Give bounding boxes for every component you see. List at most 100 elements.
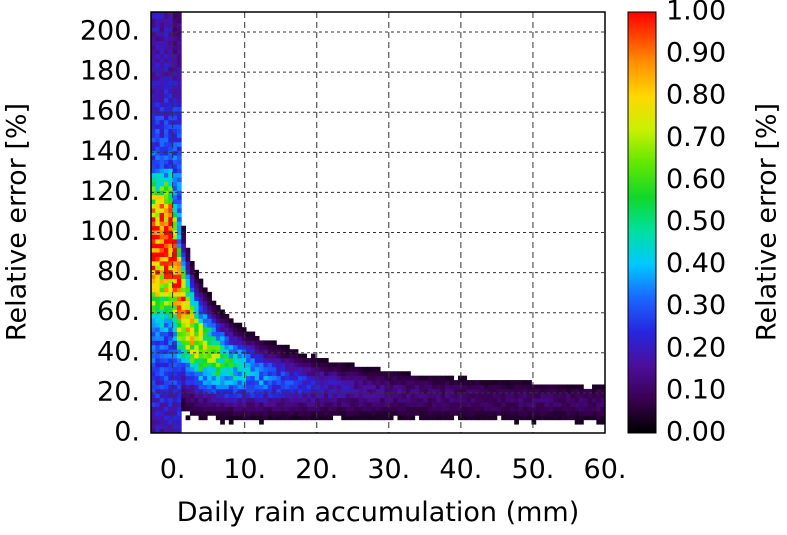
heat-cell <box>492 384 498 390</box>
heat-cell <box>293 353 299 359</box>
heat-cell <box>163 327 169 332</box>
heat-cell <box>540 410 545 416</box>
heat-cell <box>163 190 169 196</box>
heat-cell <box>522 393 528 399</box>
heat-cell <box>159 221 165 227</box>
heat-cell <box>185 287 191 293</box>
heat-cell <box>302 358 308 363</box>
heat-cell <box>579 388 584 394</box>
heat-cell <box>151 252 156 257</box>
heat-cell <box>211 318 217 324</box>
heat-cell <box>548 384 554 390</box>
heat-cell <box>168 75 174 81</box>
heat-cell <box>310 388 316 394</box>
heat-cell <box>163 194 169 200</box>
heat-cell <box>259 393 264 399</box>
heat-cell <box>509 388 515 394</box>
heat-cell <box>189 366 195 372</box>
heat-cell <box>163 155 169 160</box>
heat-cell <box>155 163 161 169</box>
heat-cell <box>302 384 308 390</box>
heat-cell <box>172 283 178 288</box>
heat-cell <box>151 380 156 385</box>
heat-cell <box>163 313 169 319</box>
heat-cell <box>163 177 169 182</box>
heat-cell <box>527 406 532 412</box>
heat-cell <box>362 393 368 399</box>
heat-cell <box>388 410 394 416</box>
heat-cell <box>298 375 303 381</box>
heat-cell <box>215 340 221 346</box>
heat-cell <box>293 388 299 394</box>
heat-cell <box>410 397 416 403</box>
heat-cell <box>276 371 282 377</box>
heat-cell <box>241 353 247 359</box>
heat-cell <box>189 318 195 324</box>
heat-cell <box>246 393 251 399</box>
heat-cell <box>220 322 225 328</box>
heat-cell <box>151 49 156 55</box>
heat-cell <box>246 406 251 412</box>
heat-cell <box>176 234 182 240</box>
heat-cell <box>155 128 161 134</box>
heat-cell <box>233 335 238 341</box>
heat-cell <box>172 12 178 15</box>
heat-cell <box>596 402 602 407</box>
heat-cell <box>198 296 204 302</box>
heat-cell <box>163 203 169 209</box>
heat-cell <box>172 58 178 63</box>
heat-cell <box>548 388 554 394</box>
heat-cell <box>310 375 316 381</box>
heat-cell <box>600 393 605 399</box>
heat-cell <box>198 309 204 315</box>
heat-cell <box>492 397 498 403</box>
heat-cell <box>189 309 195 315</box>
heat-cell <box>509 410 515 416</box>
heat-cell <box>168 353 174 359</box>
heat-cell <box>194 366 199 372</box>
heat-cell <box>341 406 346 412</box>
heat-cell <box>470 380 476 385</box>
heat-cell <box>159 44 165 50</box>
heat-cell <box>393 371 398 377</box>
heat-cell <box>285 393 290 399</box>
heat-cell <box>276 397 282 403</box>
heat-cell <box>176 199 182 205</box>
heat-cell <box>151 177 156 182</box>
heat-cell <box>207 340 212 346</box>
heat-cell <box>492 388 498 394</box>
heat-cell <box>215 406 221 412</box>
heat-cell <box>254 335 260 341</box>
heat-cell <box>250 366 256 372</box>
heat-cell <box>237 388 243 394</box>
heat-cell <box>168 366 174 372</box>
heat-cell <box>198 344 204 350</box>
heat-cell <box>172 419 178 425</box>
heat-cell <box>163 428 169 433</box>
heat-cell <box>189 322 195 328</box>
heat-cell <box>397 406 403 412</box>
heat-cell <box>254 366 260 372</box>
heat-cell <box>181 397 186 403</box>
heat-cell <box>535 415 541 421</box>
heat-cell <box>358 415 364 421</box>
heat-cell <box>241 397 247 403</box>
heat-cell <box>319 362 325 368</box>
heat-cell <box>233 362 238 368</box>
heat-cell <box>207 371 212 377</box>
heat-cell <box>453 410 459 416</box>
heat-cell <box>384 384 390 390</box>
heat-cell <box>384 371 390 377</box>
heat-cell <box>176 58 182 63</box>
heat-cell <box>457 397 463 403</box>
heat-cell <box>250 349 256 355</box>
heat-cell <box>531 397 537 403</box>
heat-cell <box>341 388 346 394</box>
heat-cell <box>328 366 333 372</box>
heat-cell <box>163 49 169 55</box>
heat-cell <box>289 402 295 407</box>
heat-cell <box>263 397 269 403</box>
heat-cell <box>185 344 191 350</box>
heat-cell <box>224 340 230 346</box>
heat-cell <box>181 402 186 407</box>
